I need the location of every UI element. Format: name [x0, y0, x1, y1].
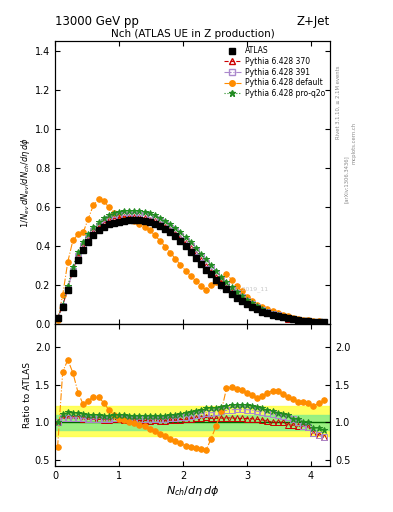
Text: Rivet 3.1.10, ≥ 2.1M events: Rivet 3.1.10, ≥ 2.1M events [336, 66, 341, 139]
Y-axis label: $1/N_{ev}\,dN_{ev}/dN_{ch}/d\eta\,d\phi$: $1/N_{ev}\,dN_{ev}/dN_{ch}/d\eta\,d\phi$ [19, 137, 32, 228]
Y-axis label: Ratio to ATLAS: Ratio to ATLAS [23, 362, 32, 428]
Text: 13000 GeV pp: 13000 GeV pp [55, 15, 139, 28]
Text: mcplots.cern.ch: mcplots.cern.ch [352, 122, 357, 164]
Text: Z+Jet: Z+Jet [297, 15, 330, 28]
X-axis label: $N_{ch}/d\eta\,d\phi$: $N_{ch}/d\eta\,d\phi$ [166, 483, 219, 498]
Text: [arXiv:1306.3436]: [arXiv:1306.3436] [344, 155, 349, 203]
Title: Nch (ATLAS UE in Z production): Nch (ATLAS UE in Z production) [111, 29, 274, 39]
Text: ATLAS_2019_11: ATLAS_2019_11 [220, 286, 269, 292]
Legend: ATLAS, Pythia 6.428 370, Pythia 6.428 391, Pythia 6.428 default, Pythia 6.428 pr: ATLAS, Pythia 6.428 370, Pythia 6.428 39… [222, 45, 326, 99]
